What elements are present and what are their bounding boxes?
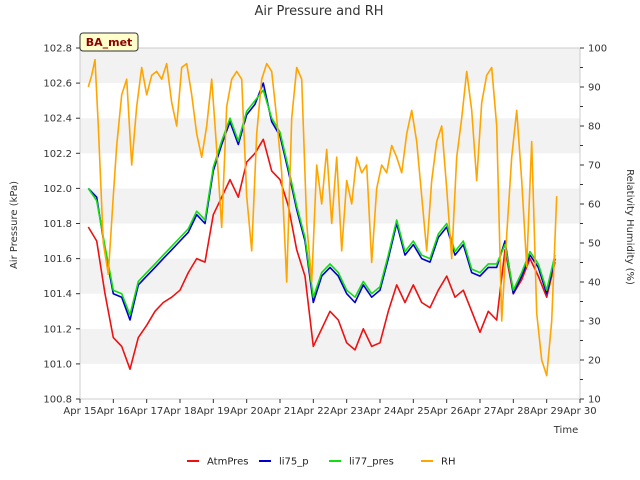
right-y-tick-label: 30 <box>588 317 601 328</box>
right-y-axis-label: Relativity Humidity (%) <box>624 169 635 285</box>
legend-label: RH <box>441 457 455 468</box>
x-tick-label: Apr 30 <box>563 406 596 417</box>
legend-label: li75_p <box>279 457 309 468</box>
x-tick-label: Apr 21 <box>263 406 296 417</box>
right-y-axis: 10 20 30 40 50 60 70 80 90 100 <box>580 44 607 406</box>
left-y-tick-label: 101.0 <box>43 359 72 370</box>
left-y-tick-label: 101.8 <box>43 219 72 230</box>
grid-band <box>80 118 580 154</box>
right-y-tick-label: 20 <box>588 356 601 367</box>
right-y-tick-label: 50 <box>588 239 601 250</box>
x-tick-label: Apr 20 <box>230 406 263 417</box>
right-y-tick-label: 100 <box>588 44 607 55</box>
x-tick-label: Apr 15 <box>63 406 96 417</box>
right-y-tick-label: 10 <box>588 395 601 406</box>
series-line-li75-p <box>87 82 556 321</box>
x-tick-label: Apr 28 <box>497 406 530 417</box>
left-y-axis-label: Air Pressure (kPa) <box>9 181 20 269</box>
left-y-tick-label: 102.4 <box>43 114 72 125</box>
right-y-tick-label: 60 <box>588 200 601 211</box>
legend-label: AtmPres <box>207 457 248 468</box>
grid-band <box>80 153 580 189</box>
legend: AtmPres li75_p li77_pres RH <box>187 457 455 468</box>
x-axis: Apr 15 Apr 16 Apr 17 Apr 18 Apr 19 Apr 20 Apr … <box>63 399 597 417</box>
x-tick-label: Apr 18 <box>163 406 196 417</box>
series-lines <box>87 58 558 377</box>
station-badge-label: BA_met <box>86 36 133 49</box>
left-y-tick-label: 101.6 <box>43 254 72 265</box>
station-badge: BA_met <box>79 32 139 52</box>
right-y-tick-label: 40 <box>588 278 601 289</box>
series-line-li77-pres <box>87 89 556 316</box>
right-y-tick-label: 70 <box>588 161 601 172</box>
right-y-tick-label: 80 <box>588 122 601 133</box>
x-tick-label: Apr 26 <box>430 406 463 417</box>
x-tick-label: Apr 27 <box>463 406 496 417</box>
grid-band <box>80 223 580 259</box>
x-tick-label: Apr 23 <box>330 406 363 417</box>
grid-bands <box>80 48 580 399</box>
left-y-tick-label: 101.4 <box>43 289 72 300</box>
left-y-tick-label: 102.8 <box>43 44 72 55</box>
legend-label: li77_pres <box>349 457 394 468</box>
x-tick-label: Apr 16 <box>97 406 130 417</box>
x-tick-label: Apr 22 <box>297 406 330 417</box>
left-y-tick-label: 102.0 <box>43 184 72 195</box>
station-badge-box <box>79 32 139 52</box>
left-y-tick-label: 101.2 <box>43 324 72 335</box>
x-tick-label: Apr 19 <box>197 406 230 417</box>
x-tick-label: Apr 17 <box>130 406 163 417</box>
x-tick-label: Apr 24 <box>363 406 396 417</box>
series-line-rh <box>87 58 558 377</box>
series-line-atmpres <box>87 138 556 371</box>
grid-band <box>80 363 580 399</box>
grid-band <box>80 48 580 84</box>
grid-band <box>80 83 580 119</box>
right-y-tick-label: 90 <box>588 83 601 94</box>
x-tick-label: Apr 29 <box>530 406 563 417</box>
grid-band <box>80 328 580 364</box>
left-y-tick-label: 102.6 <box>43 79 72 90</box>
x-tick-label: Apr 25 <box>397 406 430 417</box>
left-y-tick-label: 102.2 <box>43 149 72 160</box>
x-axis-label: Time <box>553 425 578 436</box>
left-y-axis: 100.8 101.0 101.2 101.4 101.6 101.8 102.0 102.2… <box>43 44 80 406</box>
left-y-tick-label: 100.8 <box>43 395 72 406</box>
chart-title: Air Pressure and RH <box>254 4 383 19</box>
